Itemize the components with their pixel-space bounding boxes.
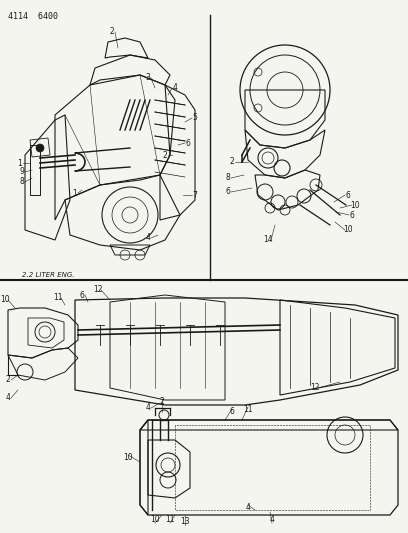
Text: 4: 4 — [146, 233, 151, 243]
Text: 12: 12 — [310, 384, 320, 392]
Text: 4: 4 — [173, 84, 177, 93]
Text: 10: 10 — [150, 515, 160, 524]
Text: 2: 2 — [163, 150, 167, 159]
Text: 11: 11 — [243, 406, 253, 415]
Text: 2: 2 — [230, 157, 234, 166]
Text: 6: 6 — [350, 211, 355, 220]
Text: 2: 2 — [160, 398, 164, 407]
Text: 1: 1 — [18, 158, 22, 167]
Text: 2: 2 — [110, 28, 114, 36]
Text: 4: 4 — [270, 515, 275, 524]
Text: 6: 6 — [186, 139, 191, 148]
Text: 6: 6 — [226, 188, 231, 197]
Text: 10: 10 — [350, 200, 360, 209]
Text: 10: 10 — [123, 454, 133, 463]
Text: 13: 13 — [180, 518, 190, 527]
Text: 8: 8 — [226, 174, 231, 182]
Text: 6: 6 — [80, 290, 84, 300]
Circle shape — [36, 144, 44, 152]
Text: 4: 4 — [146, 403, 151, 413]
Text: 4: 4 — [246, 504, 251, 513]
Text: 11: 11 — [53, 294, 63, 303]
Text: 2.2 LITER ENG.: 2.2 LITER ENG. — [22, 272, 75, 278]
Text: 6: 6 — [346, 190, 350, 199]
Text: 7: 7 — [193, 190, 197, 199]
Text: 5: 5 — [193, 114, 197, 123]
Text: 8: 8 — [20, 177, 24, 187]
Text: 4114  6400: 4114 6400 — [8, 12, 58, 21]
Text: 3: 3 — [146, 74, 151, 83]
Text: 1: 1 — [73, 189, 78, 198]
Text: 6: 6 — [230, 408, 235, 416]
Text: 4: 4 — [6, 393, 11, 402]
Text: 9: 9 — [20, 167, 24, 176]
Text: 12: 12 — [93, 286, 103, 295]
Text: 14: 14 — [263, 236, 273, 245]
Text: 2: 2 — [6, 376, 10, 384]
Text: 10: 10 — [0, 295, 10, 304]
Text: 11: 11 — [165, 515, 175, 524]
Text: 10: 10 — [343, 225, 353, 235]
